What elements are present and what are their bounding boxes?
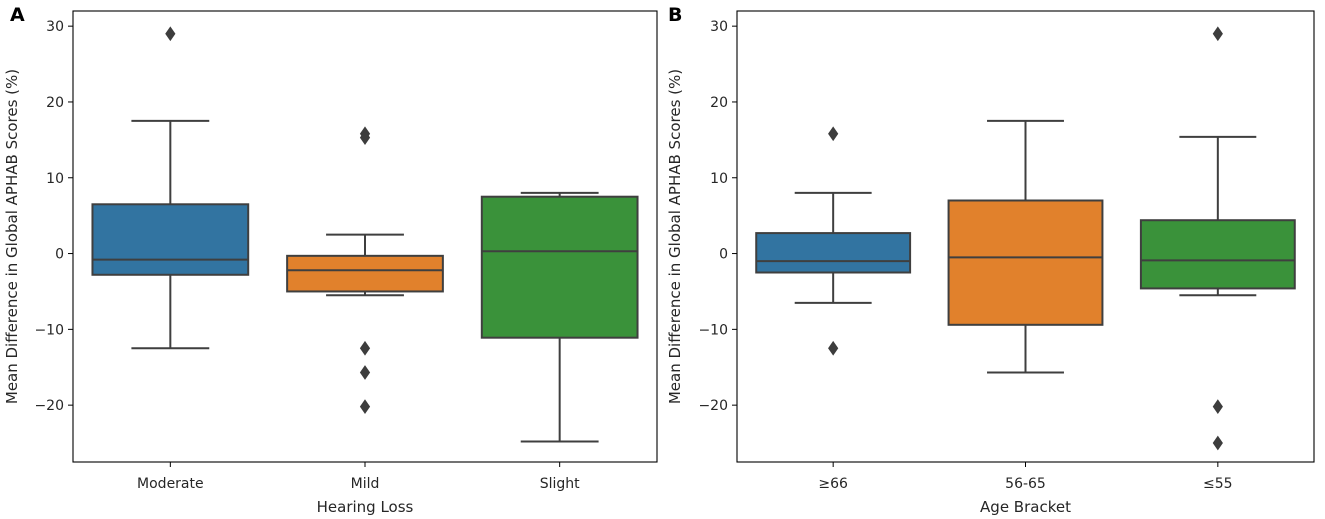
box-iqr xyxy=(947,199,1104,326)
y-tick-label: 20 xyxy=(710,95,728,111)
x-tick-label: ≥66 xyxy=(818,476,848,492)
chart-panel-a: A −20 −10 0 10 20 30 Moderate Mild Slight Hearing … xyxy=(3,4,658,516)
y-tick-label: 0 xyxy=(719,247,728,263)
x-tick-label: Slight xyxy=(540,476,580,492)
box-iqr xyxy=(286,254,444,293)
x-axis-label: Hearing Loss xyxy=(317,498,414,516)
outlier-point xyxy=(359,399,371,415)
outlier-point xyxy=(359,130,371,145)
x-tick-label: Moderate xyxy=(137,476,204,492)
box-1 xyxy=(755,126,912,356)
box-iqr xyxy=(480,195,639,339)
outlier-point xyxy=(1212,26,1223,42)
box-iqr xyxy=(91,203,250,276)
x-axis-label: Age Bracket xyxy=(980,498,1071,516)
y-tick-label: 30 xyxy=(710,19,728,35)
x-tick-label: Mild xyxy=(351,476,380,492)
outlier-point xyxy=(1212,399,1223,415)
box-3 xyxy=(1139,26,1296,451)
panel-label: A xyxy=(10,4,25,26)
outlier-point xyxy=(828,340,839,356)
outlier-point xyxy=(359,340,371,356)
chart-panel-b: B −20 −10 0 10 20 30 ≥66 56-65 ≤55 Age Bracket Mean… xyxy=(666,4,1315,516)
y-axis-label: Mean Difference in Global APHAB Scores (… xyxy=(666,69,684,404)
box-2 xyxy=(286,126,444,415)
y-tick-label: −20 xyxy=(698,398,728,414)
y-tick-label: 10 xyxy=(710,171,728,187)
outlier-point xyxy=(165,26,176,42)
y-tick-label: −20 xyxy=(34,398,64,414)
y-axis-label: Mean Difference in Global APHAB Scores (… xyxy=(3,69,21,404)
y-tick-label: 30 xyxy=(46,19,64,35)
y-tick-label: −10 xyxy=(34,322,64,338)
y-tick-label: 10 xyxy=(46,171,64,187)
box-1 xyxy=(91,26,250,350)
box-2 xyxy=(947,119,1104,374)
outlier-point xyxy=(359,365,371,380)
y-tick-label: −10 xyxy=(698,322,728,338)
y-tick-label: 20 xyxy=(46,95,64,111)
outlier-point xyxy=(828,126,839,142)
x-tick-label: 56-65 xyxy=(1005,476,1046,492)
outlier-point xyxy=(1212,435,1223,451)
box-iqr xyxy=(1139,219,1296,290)
box-iqr xyxy=(755,232,912,274)
box-3 xyxy=(480,191,639,443)
panel-label: B xyxy=(668,4,682,26)
y-tick-label: 0 xyxy=(55,247,64,263)
x-tick-label: ≤55 xyxy=(1203,476,1233,492)
